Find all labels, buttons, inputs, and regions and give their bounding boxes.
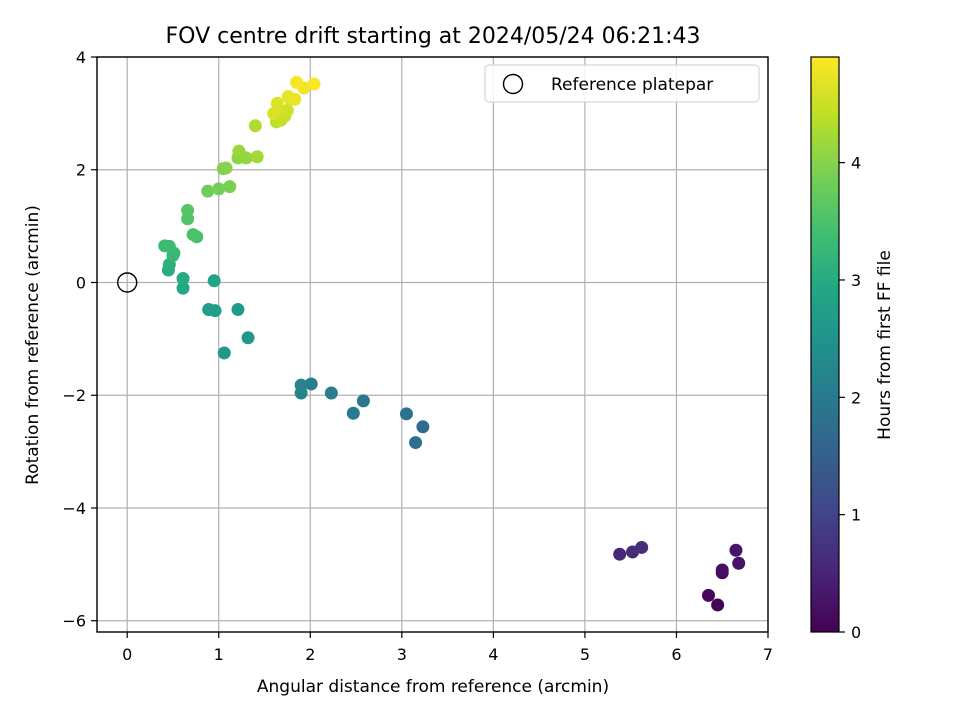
data-point <box>346 406 360 420</box>
y-tick-label: 2 <box>76 161 86 180</box>
data-point <box>307 77 321 91</box>
y-axis-label: Rotation from reference (arcmin) <box>23 205 43 485</box>
data-point <box>399 407 413 421</box>
y-tick-label: −4 <box>62 499 86 518</box>
data-point <box>635 540 649 554</box>
colorbar-tick-label: 3 <box>851 271 861 290</box>
legend-entry-label: Reference platepar <box>551 75 713 95</box>
data-point <box>176 272 190 286</box>
data-point <box>409 436 423 450</box>
y-tick-label: −6 <box>62 612 86 631</box>
y-tick-label: 4 <box>76 48 86 67</box>
data-point <box>223 180 237 194</box>
legend: Reference platepar <box>484 64 760 103</box>
reference-marker-group <box>117 272 138 293</box>
data-point <box>212 182 226 196</box>
data-point <box>416 420 430 434</box>
data-point <box>290 75 304 89</box>
data-point <box>701 588 715 602</box>
data-point <box>219 161 233 175</box>
y-tick-label: 0 <box>76 273 86 292</box>
x-tick-label: 2 <box>305 645 315 664</box>
data-point <box>732 556 746 570</box>
x-axis: 0 1 2 3 4 5 6 7 <box>122 632 773 664</box>
colorbar-gradient <box>811 57 839 632</box>
x-tick-label: 3 <box>397 645 407 664</box>
data-point <box>232 144 246 158</box>
data-point <box>356 394 370 408</box>
colorbar-tick-label: 2 <box>851 388 861 407</box>
legend-reference-marker <box>502 73 524 95</box>
reference-platepar-marker <box>117 272 138 293</box>
chart-title: FOV centre drift starting at 2024/05/24 … <box>166 24 701 49</box>
grid-lines <box>97 56 769 632</box>
colorbar: 0 1 2 3 4 Hours from first FF file <box>810 56 895 642</box>
data-point <box>201 184 215 198</box>
data-point <box>217 346 231 360</box>
data-point <box>613 547 627 561</box>
data-point <box>231 303 245 317</box>
x-tick-label: 1 <box>214 645 224 664</box>
colorbar-tick-label: 0 <box>851 623 861 642</box>
data-point <box>241 331 255 345</box>
data-points <box>158 75 746 612</box>
data-point <box>207 274 221 288</box>
data-point <box>715 563 729 577</box>
colorbar-tick-label: 4 <box>851 154 861 173</box>
data-point <box>202 303 216 317</box>
colorbar-label: Hours from first FF file <box>875 250 895 440</box>
data-point <box>248 119 262 133</box>
data-point <box>711 598 725 612</box>
data-point <box>729 543 743 557</box>
data-point <box>250 150 264 164</box>
x-tick-label: 4 <box>488 645 498 664</box>
y-tick-label: −2 <box>62 386 86 405</box>
colorbar-frame <box>810 56 840 633</box>
data-point <box>288 92 302 106</box>
colorbar-ticks: 0 1 2 3 4 <box>839 154 861 642</box>
x-tick-label: 0 <box>122 645 132 664</box>
x-tick-label: 5 <box>580 645 590 664</box>
data-point <box>294 386 308 400</box>
x-tick-label: 6 <box>671 645 681 664</box>
colorbar-tick-label: 1 <box>851 506 861 525</box>
legend-box <box>484 64 760 103</box>
plot-frame <box>96 56 769 633</box>
data-point <box>304 377 318 391</box>
x-tick-label: 7 <box>763 645 773 664</box>
data-point <box>324 386 338 400</box>
data-point <box>181 203 195 217</box>
x-axis-label: Angular distance from reference (arcmin) <box>257 677 609 697</box>
data-point <box>176 281 190 295</box>
data-point <box>158 239 172 253</box>
y-axis: −6 −4 −2 0 2 4 <box>62 48 97 631</box>
data-point <box>270 96 284 110</box>
data-point <box>186 228 200 242</box>
